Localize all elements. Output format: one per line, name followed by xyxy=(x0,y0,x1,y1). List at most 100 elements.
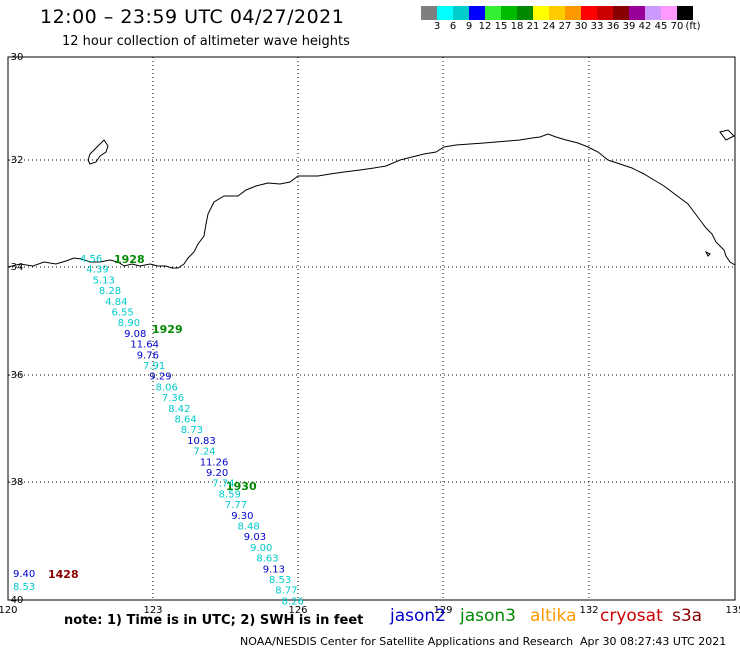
frame-rect xyxy=(7,56,736,601)
page-title: 12:00 – 23:59 UTC 04/27/2021 xyxy=(40,6,345,28)
wave-height-label: 9.40 xyxy=(13,569,35,580)
lat-label: -32 xyxy=(7,155,23,166)
wave-height-label: 8.59 xyxy=(219,489,241,500)
scale-label: 6 xyxy=(449,21,457,32)
wave-height-label: 8.28 xyxy=(99,286,121,297)
legend-cryosat: cryosat xyxy=(600,606,663,626)
wave-height-color-scale: 3 6 9 12 15 18 21 24 27 30 33 36 39 42 45 70 (ft) xyxy=(421,6,701,34)
wave-height-label: 8.53 xyxy=(269,575,291,586)
wave-height-label: 11.64 xyxy=(130,340,159,351)
scale-swatch xyxy=(565,6,581,20)
wave-height-labels: 4.564.395.138.284.846.558.909.0811.649.7… xyxy=(13,254,304,607)
coastline xyxy=(7,129,736,269)
scale-label: 15 xyxy=(494,21,508,32)
wave-height-label: 7.74 xyxy=(212,479,234,490)
footer-credit: NOAA/NESDIS Center for Satellite Applica… xyxy=(240,635,574,648)
scale-swatch xyxy=(661,6,677,20)
wave-height-label: 8.26 xyxy=(282,596,304,607)
lon-label: 126 xyxy=(288,605,307,616)
wave-height-label: 8.42 xyxy=(168,404,190,415)
scale-swatch xyxy=(517,6,533,20)
scale-swatch xyxy=(421,6,437,20)
scale-label: 27 xyxy=(558,21,572,32)
scale-label: 33 xyxy=(590,21,604,32)
wave-height-label: 9.29 xyxy=(149,372,171,383)
scale-label: 45 xyxy=(654,21,668,32)
page-subtitle: 12 hour collection of altimeter wave hei… xyxy=(62,34,350,49)
lat-label: -30 xyxy=(7,52,23,63)
lon-label: 132 xyxy=(579,605,598,616)
east-islet xyxy=(704,250,711,257)
scale-label: 39 xyxy=(622,21,636,32)
scale-label: 12 xyxy=(478,21,492,32)
scale-label: (ft) xyxy=(685,21,701,32)
track-label: 1929 xyxy=(152,323,183,336)
scale-swatch xyxy=(533,6,549,20)
scale-swatch xyxy=(629,6,645,20)
wave-height-label: 9.08 xyxy=(124,329,146,340)
map-frame xyxy=(7,56,736,601)
legend-jason3: jason3 xyxy=(460,606,516,626)
wave-height-label: 8.90 xyxy=(118,318,140,329)
scale-swatch xyxy=(485,6,501,20)
wave-height-label: 8.64 xyxy=(175,415,197,426)
scale-swatch xyxy=(677,6,693,20)
wave-height-label: 9.00 xyxy=(250,543,272,554)
scale-label: 18 xyxy=(510,21,524,32)
scale-swatch xyxy=(645,6,661,20)
lon-label: 123 xyxy=(143,605,162,616)
scale-label: 9 xyxy=(465,21,473,32)
scale-swatch xyxy=(581,6,597,20)
wave-height-label: 8.73 xyxy=(181,425,203,436)
scale-swatch xyxy=(453,6,469,20)
track-label: 1928 xyxy=(114,253,145,266)
wave-height-label: 9.13 xyxy=(263,564,285,575)
scale-label: 36 xyxy=(606,21,620,32)
lat-label: -40 xyxy=(7,595,23,606)
legend-s3a: s3a xyxy=(672,606,703,626)
scale-label: 42 xyxy=(638,21,652,32)
wave-height-label: 8.53 xyxy=(13,582,35,593)
wave-height-label: 7.91 xyxy=(143,361,165,372)
track-label: 1428 xyxy=(48,568,79,581)
scale-swatch xyxy=(469,6,485,20)
legend-jason2: jason2 xyxy=(390,606,446,626)
scale-label: 3 xyxy=(433,21,441,32)
wave-height-label: 5.13 xyxy=(93,275,115,286)
wave-height-label: 6.55 xyxy=(112,308,134,319)
wave-height-label: 9.30 xyxy=(231,511,253,522)
lon-label: 135 xyxy=(725,605,740,616)
wave-height-label: 4.39 xyxy=(86,265,108,276)
australia-coastline xyxy=(7,133,736,269)
wave-height-label: 9.03 xyxy=(244,532,266,543)
wave-height-label: 11.26 xyxy=(200,457,229,468)
wave-height-label: 7.36 xyxy=(162,393,184,404)
wave-height-label: 9.20 xyxy=(206,468,228,479)
scale-swatch xyxy=(613,6,629,20)
scale-label: 21 xyxy=(526,21,540,32)
map-gridlines xyxy=(8,57,735,600)
scale-swatch xyxy=(437,6,453,20)
wave-height-label: 10.83 xyxy=(187,436,216,447)
scale-label: 24 xyxy=(542,21,556,32)
wave-height-label: 7.24 xyxy=(193,447,215,458)
scale-swatch xyxy=(549,6,565,20)
scale-label: 70 xyxy=(670,21,684,32)
wave-height-label: 8.06 xyxy=(156,382,178,393)
footer-note: note: 1) Time is in UTC; 2) SWH is in fe… xyxy=(64,613,364,628)
scale-swatch xyxy=(501,6,517,20)
wave-height-label: 8.77 xyxy=(275,586,297,597)
small-island xyxy=(87,139,109,165)
legend-altika: altika xyxy=(530,606,577,626)
scale-label: 30 xyxy=(574,21,588,32)
wave-height-label: 7.77 xyxy=(225,500,247,511)
track-label: 1930 xyxy=(226,480,257,493)
east-island xyxy=(719,129,735,141)
wave-height-label: 8.48 xyxy=(238,522,260,533)
lat-label: -34 xyxy=(7,262,23,273)
lon-label: 129 xyxy=(433,605,452,616)
scale-swatch xyxy=(597,6,613,20)
satellite-track-labels: 1928 1929 1930 1428 xyxy=(48,253,257,581)
